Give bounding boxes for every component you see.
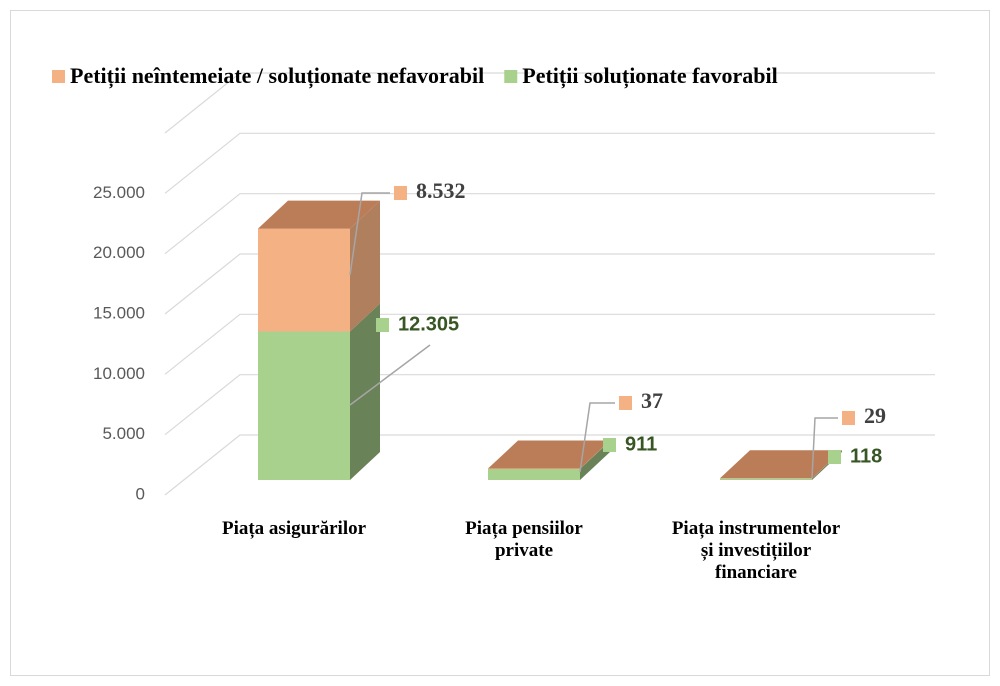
label-swatch bbox=[376, 318, 389, 332]
grid-line bbox=[164, 132, 935, 194]
bar-side bbox=[580, 440, 610, 470]
label-swatch bbox=[842, 411, 855, 425]
bar-side bbox=[350, 200, 380, 332]
data-label: 118 bbox=[850, 445, 882, 467]
y-tick-label: 20.000 bbox=[93, 243, 145, 262]
x-tick-label-box: Piața instrumentelor și investițiilor fi… bbox=[671, 518, 841, 583]
data-label: 8.532 bbox=[416, 178, 466, 203]
bar-side bbox=[580, 441, 610, 480]
x-tick-label: Piața pensiilor private bbox=[465, 518, 583, 561]
bar-segment bbox=[488, 440, 610, 470]
legend-label: Petiții neîntemeiate / soluționate nefav… bbox=[70, 63, 484, 89]
grid-line bbox=[164, 313, 935, 375]
y-tick-label: 15.000 bbox=[93, 303, 145, 322]
x-tick-label-box: Piața asigurărilor bbox=[221, 518, 367, 539]
y-tick-label: 5.000 bbox=[102, 424, 145, 443]
grid-line bbox=[164, 253, 935, 315]
legend-swatch bbox=[52, 70, 65, 83]
y-tick-label: 25.000 bbox=[93, 183, 145, 202]
bar-segment bbox=[258, 303, 380, 480]
grid-line bbox=[164, 72, 935, 134]
grid-line bbox=[164, 374, 935, 436]
legend-swatch bbox=[504, 70, 518, 83]
bar-segment bbox=[258, 200, 380, 332]
bar-front bbox=[258, 331, 350, 480]
y-tick-label: 0 bbox=[136, 484, 145, 503]
bar-segment bbox=[488, 441, 610, 480]
leader-line bbox=[811, 417, 838, 479]
bar-front bbox=[258, 228, 350, 332]
x-tick-label: Piața asigurărilor bbox=[221, 518, 367, 539]
bar-top bbox=[720, 450, 842, 479]
leader-line bbox=[349, 192, 390, 276]
grid-line bbox=[164, 434, 935, 496]
frame bbox=[10, 10, 990, 676]
leader-line bbox=[579, 402, 615, 473]
bar-side bbox=[350, 303, 380, 480]
grid-line bbox=[164, 193, 935, 255]
bar-front bbox=[488, 469, 580, 480]
data-label: 911 bbox=[625, 433, 657, 455]
legend-label: Petiții soluționate favorabil bbox=[522, 63, 777, 89]
label-swatch bbox=[603, 438, 616, 452]
data-label: 29 bbox=[864, 403, 886, 428]
data-label: 12.305 bbox=[398, 313, 459, 335]
x-tick-label-box: Piața pensiilor private bbox=[465, 518, 583, 561]
leader-line bbox=[349, 344, 431, 406]
x-tick-label: Piața instrumentelor și investițiilor fi… bbox=[671, 518, 841, 583]
bar-top bbox=[488, 440, 610, 469]
bar-front bbox=[720, 478, 812, 480]
label-swatch bbox=[394, 186, 407, 200]
label-swatch bbox=[619, 396, 632, 410]
y-tick-label: 10.000 bbox=[93, 364, 145, 383]
bar-top bbox=[258, 200, 380, 229]
data-label: 37 bbox=[641, 388, 663, 413]
label-swatch bbox=[828, 450, 841, 464]
